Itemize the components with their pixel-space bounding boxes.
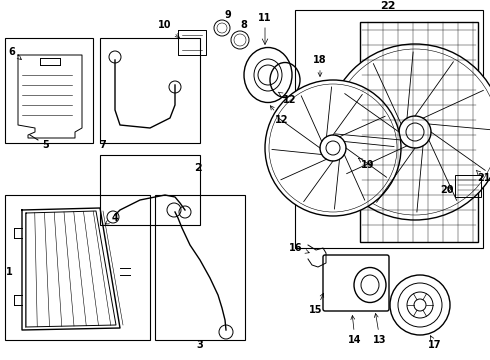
Text: 15: 15 (309, 293, 324, 315)
Text: 5: 5 (43, 140, 49, 150)
Text: 20: 20 (440, 185, 454, 195)
Text: 21: 21 (476, 170, 490, 183)
Bar (295, 10, 483, 248)
Text: 14: 14 (348, 315, 362, 345)
Text: 10: 10 (158, 20, 179, 38)
Circle shape (399, 116, 431, 148)
Circle shape (320, 135, 346, 161)
Text: 22: 22 (380, 1, 396, 11)
Text: 11: 11 (258, 13, 272, 23)
Bar (5, 38, 93, 143)
Text: 12: 12 (270, 106, 289, 125)
Text: 12: 12 (278, 92, 297, 105)
Text: 3: 3 (196, 340, 203, 350)
Bar (5, 195, 150, 340)
Bar (155, 195, 245, 340)
Text: 4: 4 (105, 213, 119, 224)
Text: 9: 9 (224, 10, 231, 20)
Text: 13: 13 (373, 314, 387, 345)
Bar (455, 175, 481, 197)
Text: 16: 16 (289, 243, 309, 253)
Circle shape (327, 44, 490, 220)
Circle shape (265, 80, 401, 216)
Bar (100, 38, 200, 143)
Text: 17: 17 (428, 336, 442, 350)
Bar (360, 22, 478, 242)
Text: 19: 19 (358, 158, 375, 170)
Text: 1: 1 (5, 267, 12, 277)
Text: 8: 8 (241, 20, 247, 30)
Text: 2: 2 (194, 163, 202, 173)
Bar (100, 155, 200, 225)
Text: 18: 18 (313, 55, 327, 76)
Text: 7: 7 (99, 140, 106, 150)
Text: 6: 6 (9, 47, 22, 59)
